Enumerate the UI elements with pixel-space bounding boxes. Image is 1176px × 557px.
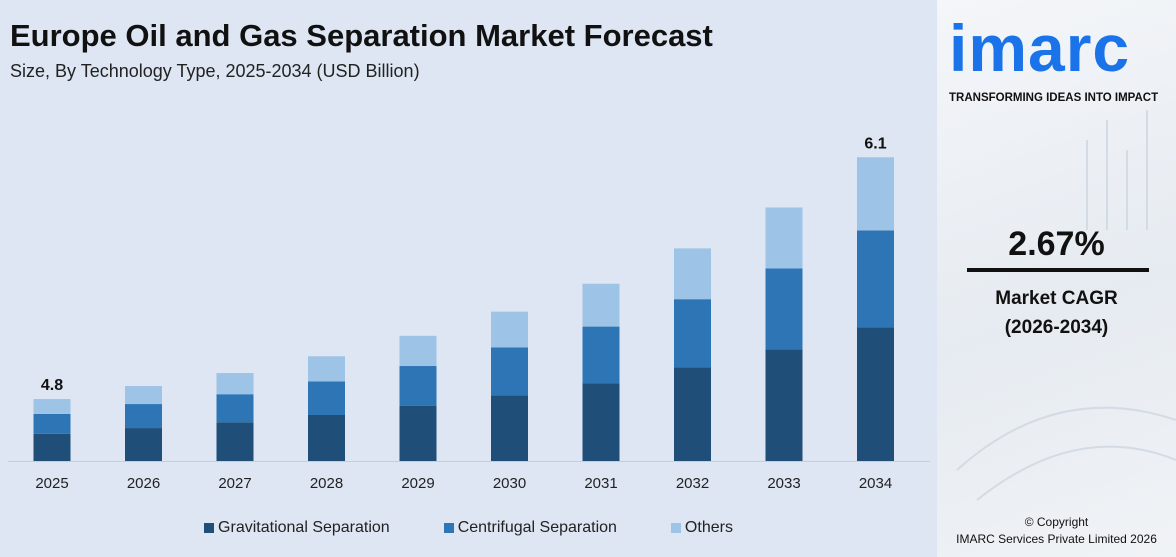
decorative-background [956,110,1176,501]
bar-segment-others [857,157,894,231]
bar-segment-centrifugal-separation [33,413,71,434]
bar-segment-centrifugal-separation [857,230,894,328]
bar-segment-others [765,207,803,269]
bar-segment-centrifugal-separation [674,299,711,368]
x-tick-label: 2032 [676,475,709,492]
bar-segment-centrifugal-separation [308,381,345,415]
legend: Gravitational Separation Centrifugal Sepa… [0,519,937,537]
legend-swatch [443,523,454,533]
imarc-logo: imarc [949,11,1131,85]
bar-segment-others [125,386,162,405]
x-tick-label: 2029 [401,475,434,492]
bar-segment-gravitational-separation [399,405,437,461]
bar-segment-gravitational-separation [674,367,711,461]
legend-label: Others [684,519,733,536]
chart-panel: Europe Oil and Gas Separation Market For… [0,0,937,557]
legend-swatch [670,523,681,533]
x-tick-label: 2034 [859,475,892,492]
legend-item: Others [670,519,733,537]
bar-segment-others [491,311,528,348]
data-label: 6.1 [864,135,886,152]
bar-segment-others [674,248,711,300]
bar-segment-others [216,373,254,395]
bar-segment-gravitational-separation [491,395,528,461]
x-tick-label: 2025 [35,475,68,492]
bar-segment-gravitational-separation [765,349,803,461]
cagr-label-text: Market CAGR [995,288,1118,309]
bar-segment-others [33,399,71,414]
bar-segment-others [308,356,345,382]
cagr-value: 2.67% [1008,225,1105,263]
legend-item: Centrifugal Separation [443,519,617,537]
bar-segment-gravitational-separation [125,428,162,461]
brand-panel: imarc TRANSFORMING IDEAS INTO IMPACT 2.6… [937,0,1176,557]
chart-subtitle: Size, By Technology Type, 2025-2034 (USD… [10,61,420,81]
legend-label: Centrifugal Separation [457,519,617,536]
bar-segment-centrifugal-separation [399,366,437,406]
bar-segment-gravitational-separation [582,383,620,461]
cagr-period: (2026-2034) [1004,317,1109,338]
bar-segment-centrifugal-separation [765,268,803,350]
chart-title: Europe Oil and Gas Separation Market For… [10,18,713,53]
bar-segment-others [582,283,620,327]
bar-segment-gravitational-separation [308,414,345,461]
x-tick-label: 2028 [310,475,343,492]
data-label: 4.8 [41,377,63,394]
bar-segment-gravitational-separation [33,433,71,461]
copyright: © Copyright IMARC Services Private Limit… [937,514,1176,548]
cagr-label: Market CAGR (2026-2034) [937,284,1176,342]
bar-segment-gravitational-separation [216,422,254,461]
bar-segment-centrifugal-separation [582,326,620,384]
copyright-line2: IMARC Services Private Limited 2026 [956,532,1157,546]
bar-segment-centrifugal-separation [491,347,528,396]
x-tick-label: 2027 [218,475,251,492]
bar-segment-centrifugal-separation [125,404,162,429]
legend-label: Gravitational Separation [218,519,390,536]
x-tick-label: 2026 [127,475,160,492]
x-tick-label: 2030 [493,475,526,492]
logo-tagline: TRANSFORMING IDEAS INTO IMPACT [949,92,1159,104]
bar-segment-gravitational-separation [857,327,894,461]
x-tick-label: 2031 [584,475,617,492]
stacked-bar-chart: 2025 4.8 2026 2027 2028 2029 2030 2031 2032 2033 2… [8,135,930,492]
legend-item: Gravitational Separation [204,519,390,537]
copyright-line1: © Copyright [1024,515,1089,529]
bar-segment-others [399,335,437,367]
x-tick-label: 2033 [767,475,800,492]
bar-segment-centrifugal-separation [216,394,254,423]
divider [967,268,1149,272]
legend-swatch [204,523,215,533]
